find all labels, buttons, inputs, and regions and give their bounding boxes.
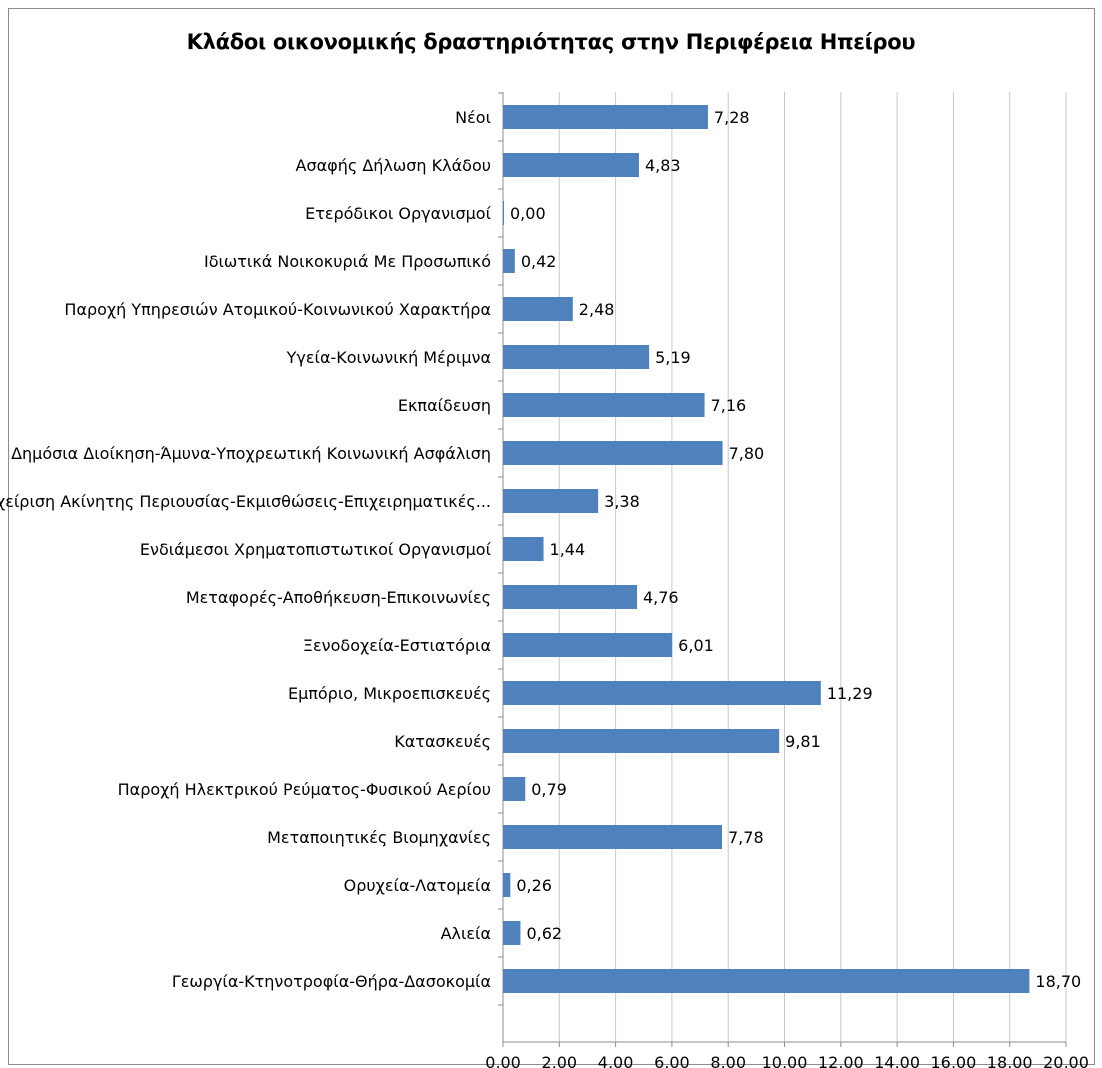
- bar: [503, 249, 515, 273]
- bar: [503, 585, 637, 609]
- x-axis-tick-labels: 0,00 2,00 4,00 6,00 8,00 10,00 12,00 14,00 16,00…: [485, 1053, 1089, 1068]
- data-label: 4,76: [643, 588, 679, 607]
- data-label: 3,38: [604, 492, 640, 511]
- category-label: Ενδιάμεσοι Χρηματοπιστωτικοί Οργανισμοί: [140, 540, 492, 559]
- x-tick-label: 14,00: [874, 1053, 920, 1068]
- data-label: 0,79: [531, 780, 567, 799]
- bar: [503, 633, 673, 657]
- x-tick-label: 16,00: [930, 1053, 976, 1068]
- x-tick-label: 10,00: [762, 1053, 808, 1068]
- data-label: 9,81: [785, 732, 821, 751]
- gridlines: [558, 92, 1067, 1042]
- bar: [503, 873, 511, 897]
- data-label: 7,80: [729, 444, 765, 463]
- x-tick-label: 12,00: [818, 1053, 864, 1068]
- data-label: 11,29: [827, 684, 873, 703]
- bars: [503, 105, 1030, 993]
- bar: [503, 777, 526, 801]
- bar: [503, 345, 650, 369]
- category-label: Ξενοδοχεία-Εστιατόρια: [303, 636, 491, 655]
- category-label: Παροχή Ηλεκτρικού Ρεύματος-Φυσικού Αερίο…: [118, 780, 491, 799]
- category-label: Υγεία-Κοινωνική Μέριμνα: [286, 348, 491, 367]
- data-label: 18,70: [1035, 972, 1081, 991]
- category-label: Παροχή Υπηρεσιών Ατομικού-Κοινωνικού Χαρ…: [64, 300, 491, 319]
- x-axis-ticks: [502, 1042, 1067, 1047]
- category-label: Ετερόδικοι Οργανισμοί: [305, 204, 491, 223]
- x-tick-label: 2,00: [541, 1053, 577, 1068]
- bar: [503, 441, 723, 465]
- data-labels: 7,28 4,83 0,00 0,42 2,48 5,19 7,16 7,80 3,38 1,44…: [510, 108, 1081, 991]
- data-label: 0,00: [510, 204, 546, 223]
- bar: [503, 297, 573, 321]
- data-label: 0,62: [526, 924, 562, 943]
- category-label: Γεωργία-Κτηνοτροφία-Θήρα-Δασοκομία: [172, 972, 491, 991]
- category-label: Ορυχεία-Λατομεία: [344, 876, 491, 895]
- x-tick-label: 0,00: [485, 1053, 521, 1068]
- category-label: Ασαφής Δήλωση Κλάδου: [296, 156, 491, 175]
- category-label: Αλιεία: [441, 924, 491, 943]
- data-label: 0,26: [516, 876, 552, 895]
- bar: [503, 489, 599, 513]
- bar: [503, 201, 504, 225]
- category-labels: Νέοι Ασαφής Δήλωση Κλάδου Ετερόδικοι Οργαν…: [0, 108, 492, 991]
- x-tick-label: 6,00: [654, 1053, 690, 1068]
- data-label: 2,48: [579, 300, 615, 319]
- category-label: Κατασκευές: [394, 732, 491, 751]
- bar: [503, 537, 544, 561]
- y-axis-ticks: [498, 92, 503, 1006]
- data-label: 7,28: [714, 108, 750, 127]
- data-label: 6,01: [678, 636, 714, 655]
- bar: [503, 729, 780, 753]
- chart-frame: [8, 8, 1095, 1065]
- bar: [503, 969, 1030, 993]
- category-label: Μεταποιητικές Βιομηχανίες: [267, 828, 491, 847]
- bar: [503, 153, 639, 177]
- bar: [503, 393, 705, 417]
- x-tick-label: 8,00: [710, 1053, 746, 1068]
- bar: [503, 921, 521, 945]
- category-label: Διαχείριση Ακίνητης Περιουσίας-Εκμισθώσε…: [0, 492, 491, 511]
- category-label: Δημόσια Διοίκηση-Άμυνα-Υποχρεωτική Κοινω…: [11, 444, 491, 463]
- x-tick-label: 18,00: [987, 1053, 1033, 1068]
- x-tick-label: 20,00: [1043, 1053, 1089, 1068]
- data-label: 5,19: [655, 348, 691, 367]
- data-label: 1,44: [550, 540, 586, 559]
- chart-title: Κλάδοι οικονομικής δραστηριότητας στην Π…: [186, 30, 916, 54]
- bar: [503, 825, 723, 849]
- bar: [503, 681, 821, 705]
- category-label: Εκπαίδευση: [398, 396, 491, 415]
- category-label: Εμπόριο, Μικροεπισκευές: [288, 684, 491, 703]
- data-label: 0,42: [521, 252, 557, 271]
- x-tick-label: 4,00: [598, 1053, 634, 1068]
- category-label: Νέοι: [455, 108, 491, 127]
- data-label: 7,16: [711, 396, 747, 415]
- category-label: Μεταφορές-Αποθήκευση-Επικοινωνίες: [186, 588, 491, 607]
- data-label: 4,83: [645, 156, 681, 175]
- category-label: Ιδιωτικά Νοικοκυριά Με Προσωπικό: [204, 252, 491, 271]
- bar: [503, 105, 708, 129]
- data-label: 7,78: [728, 828, 764, 847]
